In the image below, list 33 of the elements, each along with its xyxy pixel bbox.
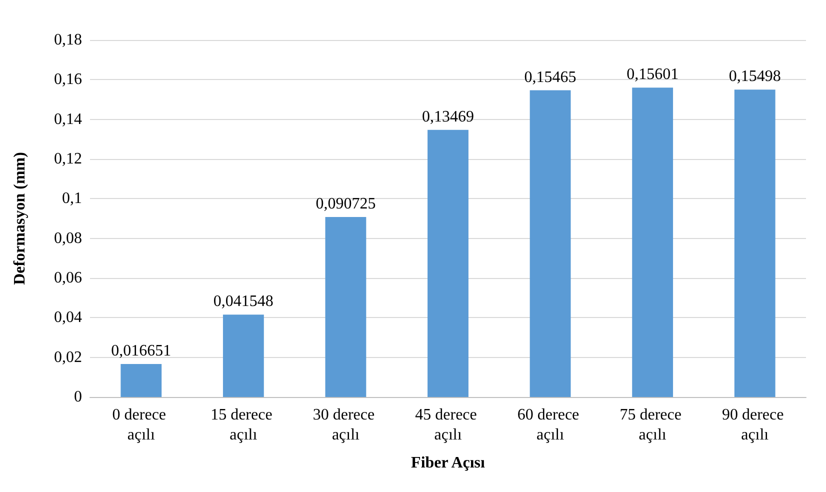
y-tick-label: 0,12	[54, 150, 82, 168]
y-tick-label: 0,16	[54, 71, 82, 88]
bar	[428, 130, 468, 397]
data-label: 0,13469	[422, 108, 474, 126]
x-axis-title: Fiber Açısı	[411, 454, 486, 472]
x-tick-label: 45 derece açılı	[415, 406, 481, 444]
x-tick-label: 0 derece açılı	[112, 406, 170, 444]
bar	[632, 88, 674, 397]
y-tick-label: 0,18	[54, 32, 82, 48]
x-tick-label: 15 derece açılı	[210, 406, 276, 444]
y-tick-label: 0,06	[54, 270, 82, 286]
bar	[530, 90, 571, 397]
x-tick-label: 90 derece açılı	[722, 406, 788, 444]
y-tick-label: 0,04	[54, 309, 82, 326]
data-label: 0,016651	[111, 342, 172, 360]
data-label: 0,15498	[728, 68, 781, 86]
y-tick-label: 0	[74, 388, 82, 406]
data-label: 0,090725	[316, 196, 376, 213]
x-tick-label: 60 derece açılı	[517, 406, 584, 444]
bar	[222, 314, 264, 397]
data-label: 0,041548	[213, 293, 274, 310]
bar	[120, 364, 162, 397]
x-tick-label: 30 derece açılı	[312, 406, 379, 444]
y-tick-label: 0,1	[62, 190, 82, 208]
x-tick-label: 75 derece açılı	[620, 406, 686, 444]
y-tick-label: 0,14	[54, 110, 82, 128]
data-label: 0,15465	[524, 68, 576, 86]
data-label: 0,15601	[626, 66, 679, 84]
y-axis-title: Deformasyon (mm)	[12, 152, 28, 285]
bar	[734, 90, 776, 397]
y-tick-label: 0,08	[54, 230, 82, 247]
bar	[325, 217, 366, 397]
y-tick-label: 0,02	[54, 348, 82, 366]
